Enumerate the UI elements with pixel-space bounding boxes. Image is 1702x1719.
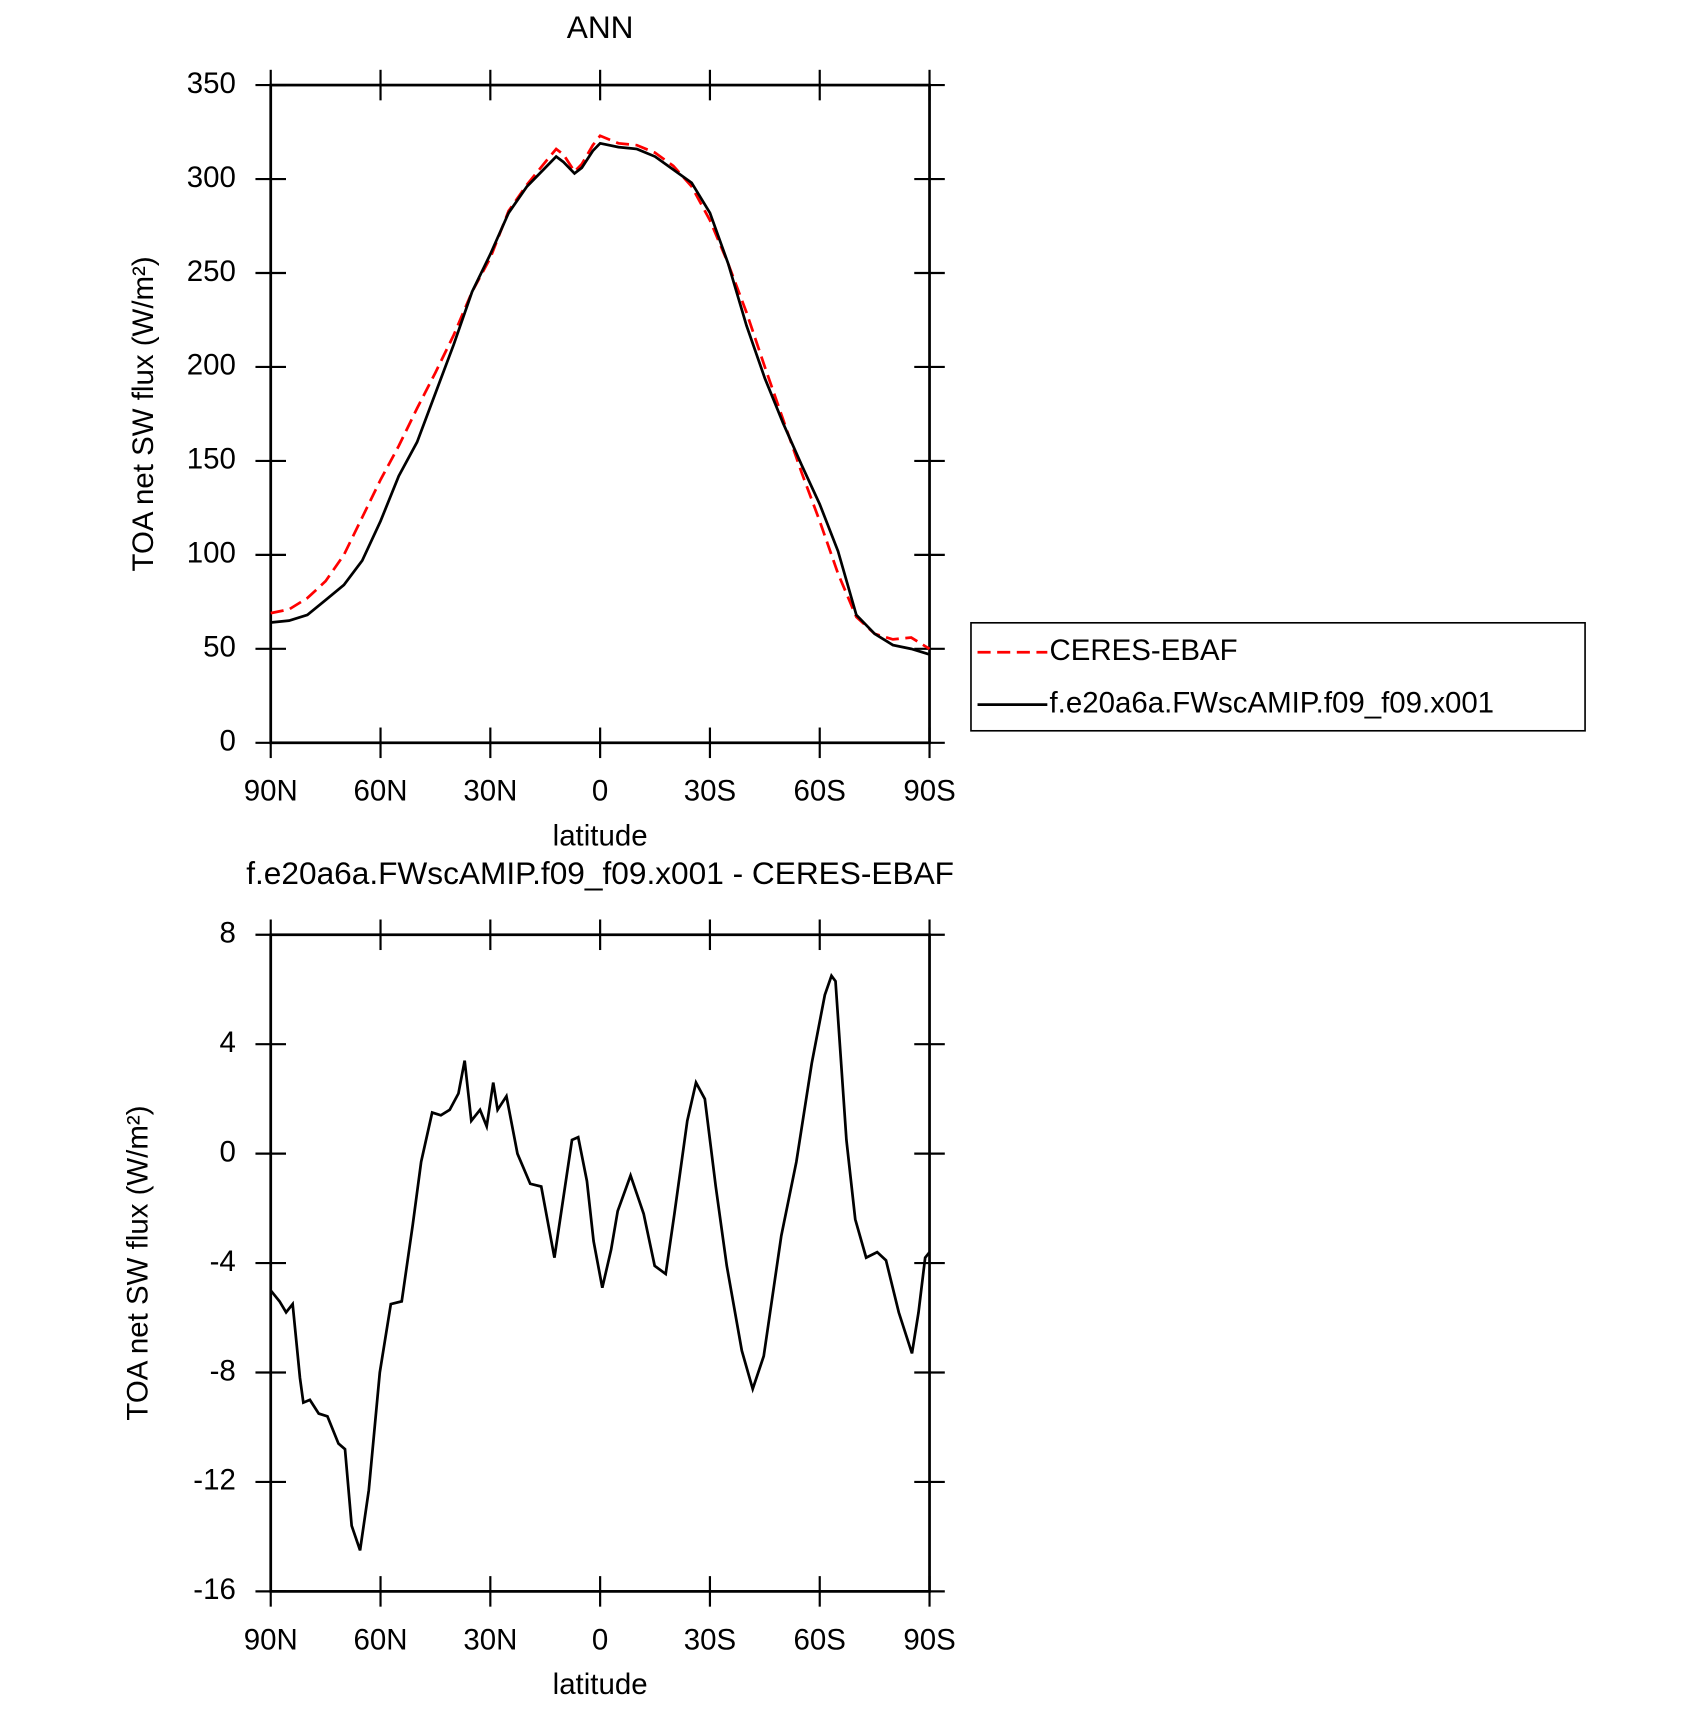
y-tick-label: 0 [219, 725, 235, 758]
x-tick-label: 30S [684, 1623, 736, 1656]
y-tick-label: 200 [187, 349, 236, 382]
x-axis-label: latitude [553, 819, 648, 852]
legend-label: CERES-EBAF [1050, 634, 1238, 667]
x-tick-label: 60S [794, 1623, 846, 1656]
y-tick-label: -8 [210, 1354, 236, 1387]
y-tick-label: 4 [219, 1026, 235, 1059]
y-tick-label: 8 [219, 917, 235, 950]
y-tick-label: 0 [219, 1135, 235, 1168]
legend-label: f.e20a6a.FWscAMIP.f09_f09.x001 [1050, 686, 1495, 719]
y-tick-label: 100 [187, 537, 236, 570]
plot-frame [269, 83, 931, 745]
data-line [269, 972, 931, 1551]
y-axis-label: TOA net SW flux (W/m²) [122, 1106, 155, 1421]
x-tick-label: 0 [592, 1623, 608, 1656]
y-tick-label: 150 [187, 443, 236, 476]
x-tick-label: 30S [684, 775, 736, 808]
y-tick-label: 300 [187, 161, 236, 194]
chart-title: f.e20a6a.FWscAMIP.f09_f09.x001 - CERES-E… [246, 855, 954, 891]
y-tick-label: -12 [193, 1464, 236, 1497]
data-line [270, 134, 931, 651]
y-tick-label: 250 [187, 255, 236, 288]
x-tick-label: 60N [354, 1623, 408, 1656]
legend-box [970, 621, 1586, 732]
chart-title: ANN [567, 9, 634, 45]
x-axis-label: latitude [553, 1668, 648, 1701]
x-tick-label: 90S [903, 1623, 955, 1656]
x-tick-label: 60N [354, 775, 408, 808]
y-tick-label: 350 [187, 67, 236, 100]
x-tick-label: 90N [244, 775, 298, 808]
x-tick-label: 60S [794, 775, 846, 808]
y-tick-label: 50 [203, 631, 236, 664]
data-line [270, 141, 930, 656]
y-tick-label: -16 [193, 1573, 236, 1606]
x-tick-label: 30N [463, 775, 517, 808]
y-axis-label: TOA net SW flux (W/m²) [127, 256, 160, 571]
x-tick-label: 90S [903, 775, 955, 808]
x-tick-label: 0 [592, 775, 608, 808]
x-tick-label: 90N [244, 1623, 298, 1656]
x-tick-label: 30N [463, 1623, 517, 1656]
y-tick-label: -4 [210, 1245, 236, 1278]
